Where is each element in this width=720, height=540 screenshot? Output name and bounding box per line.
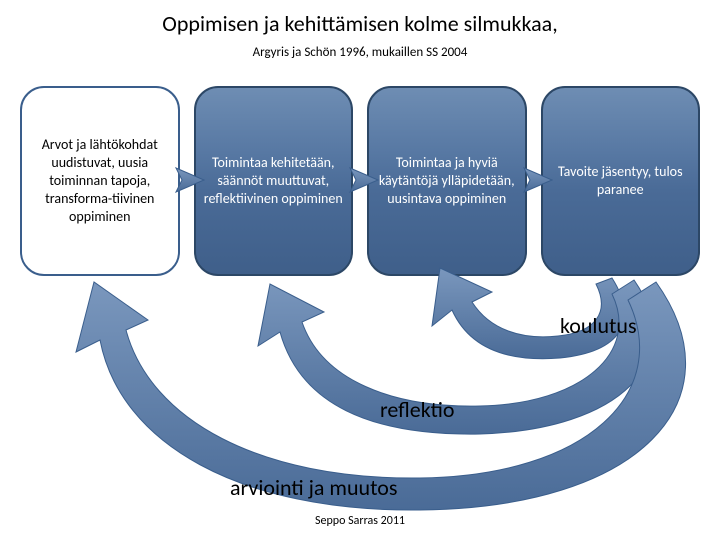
- box-row: Arvot ja lähtökohdat uudistuvat, uusia t…: [20, 86, 700, 276]
- footer-credit: Seppo Sarras 2011: [0, 514, 720, 528]
- box-3: Tavoite jäsentyy, tulos paranee: [541, 86, 701, 276]
- loop-label-0: koulutus: [560, 312, 637, 339]
- box-1-text: Toimintaa kehitetään, säännöt muuttuvat,…: [204, 154, 344, 209]
- box-3-text: Tavoite jäsentyy, tulos paranee: [551, 163, 691, 199]
- diagram-page: Oppimisen ja kehittämisen kolme silmukka…: [0, 0, 720, 540]
- box-2-text: Toimintaa ja hyviä käytäntöjä ylläpidetä…: [377, 154, 517, 209]
- box-2: Toimintaa ja hyviä käytäntöjä ylläpidetä…: [367, 86, 527, 276]
- page-title: Oppimisen ja kehittämisen kolme silmukka…: [0, 0, 720, 37]
- box-0: Arvot ja lähtökohdat uudistuvat, uusia t…: [20, 86, 180, 276]
- loop-label-2: arviointi ja muutos: [230, 474, 397, 501]
- box-0-text: Arvot ja lähtökohdat uudistuvat, uusia t…: [30, 136, 170, 227]
- box-1: Toimintaa kehitetään, säännöt muuttuvat,…: [194, 86, 354, 276]
- page-subtitle: Argyris ja Schön 1996, mukaillen SS 2004: [0, 45, 720, 60]
- loop-label-1: reflektio: [380, 396, 454, 423]
